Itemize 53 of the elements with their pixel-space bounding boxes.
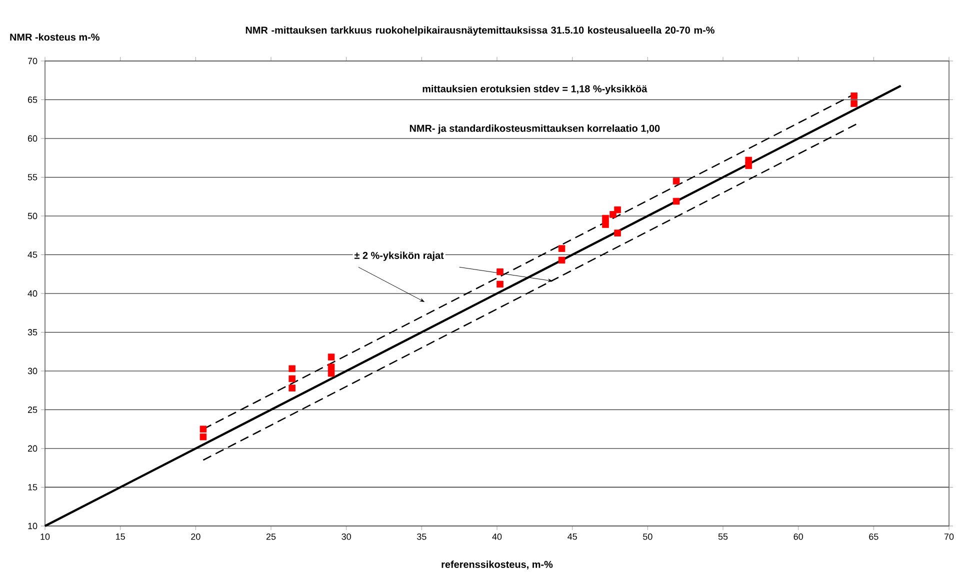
point — [672, 178, 680, 185]
point — [745, 162, 752, 170]
chart-title: NMR -mittauksen tarkkuus ruokohelpikairausnäytemittauksissa 31.5.10 kosteusalueella 20-70 m-% — [246, 26, 714, 36]
y-tick-label: 55 — [28, 174, 38, 180]
point — [850, 100, 858, 108]
y-tick-label: 70 — [28, 58, 38, 64]
x-tick-label: 50 — [643, 533, 652, 540]
x-axis-title: referenssikosteus, m-% — [442, 560, 553, 570]
point — [614, 206, 621, 214]
point — [496, 268, 504, 276]
y-tick-label: 40 — [28, 290, 38, 297]
point — [602, 214, 609, 222]
point — [558, 245, 566, 252]
y-tick-label: 20 — [28, 445, 38, 452]
point — [602, 221, 609, 228]
y-axis-title: NMR -kosteus m-% — [10, 33, 100, 41]
point — [328, 364, 335, 370]
x-tick-label: 30 — [342, 533, 351, 540]
y-tick-label: 50 — [28, 212, 38, 220]
x-tick-label: 40 — [492, 533, 502, 540]
x-tick-label: 70 — [944, 533, 954, 540]
x-tick-label: 45 — [568, 533, 577, 540]
y-tick-label: 60 — [28, 135, 38, 142]
x-tick-label: 25 — [266, 533, 276, 540]
annotation: mittauksien erotuksien stdev = 1,18 %-yksikköä — [422, 85, 648, 94]
point — [614, 230, 621, 236]
point — [200, 426, 207, 432]
x-tick-label: 65 — [869, 533, 878, 540]
x-tick-label: 15 — [116, 533, 125, 540]
annotation: ± 2 %-yksikön rajat — [354, 252, 444, 261]
x-tick-label: 55 — [718, 533, 728, 540]
point — [558, 256, 566, 264]
point — [288, 384, 296, 392]
y-tick-label: 30 — [28, 368, 38, 374]
y-tick-label: 35 — [28, 329, 38, 336]
x-tick-label: 60 — [794, 533, 803, 540]
point — [200, 433, 207, 440]
y-tick-label: 10 — [28, 522, 38, 530]
point — [288, 375, 296, 382]
y-tick-label: 15 — [28, 484, 38, 490]
y-tick-label: 65 — [28, 96, 38, 103]
point — [328, 354, 335, 360]
point — [328, 370, 335, 377]
annotation: NMR- ja standardikosteusmittauksen korrelaatio 1,00 — [410, 124, 660, 134]
y-tick-label: 45 — [28, 252, 38, 258]
point — [672, 198, 680, 205]
point — [850, 92, 858, 100]
x-tick-label: 35 — [417, 533, 426, 540]
point — [496, 280, 504, 288]
x-tick-label: 10 — [40, 533, 50, 540]
y-tick-label: 25 — [28, 406, 38, 413]
x-tick-label: 20 — [191, 533, 200, 540]
point — [288, 365, 296, 372]
